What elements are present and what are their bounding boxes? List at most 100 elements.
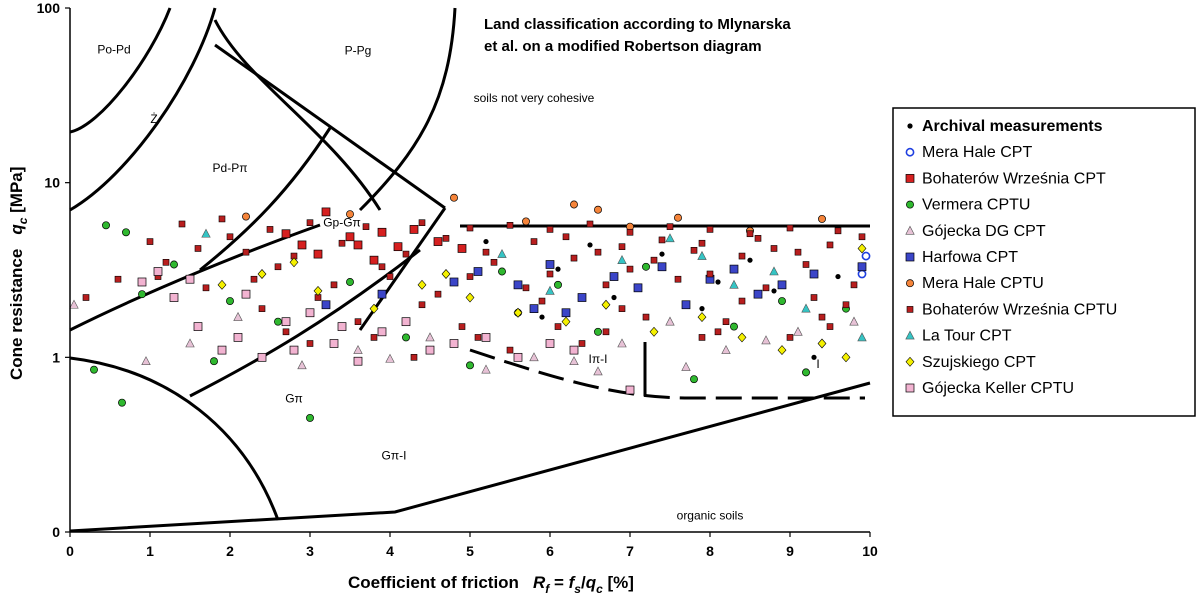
boundary-p-pg [213, 19, 382, 211]
boundary-upper-right [358, 7, 457, 212]
zone-label: Po-Pd [97, 42, 130, 56]
y-tick-label: 100 [37, 0, 61, 16]
data-point [313, 249, 323, 259]
data-point [545, 285, 555, 295]
legend-marker [906, 279, 914, 288]
data-point [402, 333, 410, 342]
data-point [449, 277, 459, 287]
data-point [681, 361, 691, 371]
data-point [450, 193, 458, 202]
data-point [777, 345, 787, 356]
data-point [529, 352, 539, 362]
data-point [346, 210, 354, 219]
boundary-pd-ppi [199, 127, 332, 272]
data-point [690, 375, 698, 384]
data-point [226, 297, 234, 306]
zone-label: Pd-Pπ [213, 161, 248, 175]
data-point [681, 300, 691, 310]
data-point [210, 357, 218, 366]
legend-label: Bohaterów Września CPT [922, 170, 1106, 187]
data-point [538, 297, 546, 305]
data-point [490, 259, 498, 266]
data-point [665, 316, 675, 326]
legend-label: La Tour CPT [922, 328, 1012, 345]
data-point [370, 334, 378, 341]
data-point [609, 272, 619, 281]
data-point [778, 297, 786, 306]
data-point [289, 345, 299, 355]
x-tick-label: 10 [862, 543, 878, 559]
data-point [465, 292, 475, 303]
legend-marker [905, 147, 915, 157]
data-point [297, 360, 307, 370]
data-point [850, 281, 858, 289]
legend-marker [905, 174, 915, 183]
data-point [666, 223, 674, 230]
data-point [617, 255, 627, 264]
data-point [393, 242, 403, 252]
data-point [434, 290, 442, 298]
data-point [162, 259, 170, 266]
data-point [306, 413, 314, 422]
data-point [498, 267, 506, 276]
legend-marker [905, 225, 915, 235]
data-point [817, 338, 827, 349]
data-point [818, 214, 826, 223]
series-bohater-w-wrze-nia-cpt [281, 207, 467, 265]
data-point [626, 265, 634, 273]
data-point [530, 238, 538, 245]
chart-title-line-1: Land classification according to Mlynars… [484, 16, 791, 33]
data-point [570, 254, 578, 262]
data-point [699, 306, 705, 312]
data-point [466, 361, 474, 370]
data-point [185, 274, 195, 284]
data-point [818, 313, 826, 321]
data-point [481, 333, 491, 342]
data-point [281, 229, 291, 239]
data-point [602, 281, 610, 289]
data-point [483, 238, 489, 245]
boundary-left-curve [69, 356, 280, 521]
data-point [330, 281, 338, 289]
data-point [771, 288, 777, 294]
series-g-jecka-dg-cpt [69, 299, 859, 376]
data-point [754, 235, 762, 242]
data-point [194, 245, 202, 252]
legend-marker [907, 123, 913, 129]
data-point [802, 368, 810, 377]
data-point [770, 245, 778, 252]
data-point [842, 301, 850, 309]
data-point [698, 239, 706, 247]
data-point [369, 255, 379, 265]
data-point [306, 340, 314, 347]
data-point [241, 289, 251, 299]
data-point [409, 225, 419, 234]
data-point [555, 266, 561, 272]
zone-label: P-Pg [345, 44, 372, 58]
series-mera-hale-cptu [242, 193, 826, 235]
data-point [594, 248, 602, 256]
data-point [809, 269, 819, 279]
data-point [281, 317, 291, 327]
zone-label: I [816, 357, 819, 371]
data-point [617, 338, 627, 348]
series-harfowa-cpt [321, 260, 867, 318]
data-point [69, 299, 79, 309]
y-axis-title: Cone resistance qc [MPa] [7, 167, 30, 380]
data-point [721, 344, 731, 354]
data-point [849, 316, 859, 326]
data-point [810, 294, 818, 301]
x-ticks: 0 1 2 3 4 5 6 7 8 9 10 [66, 532, 878, 559]
data-point [118, 398, 126, 407]
data-point [618, 243, 626, 250]
data-point [346, 278, 354, 286]
legend-marker [906, 306, 914, 313]
data-point [313, 285, 323, 296]
data-point [554, 323, 562, 330]
data-point [466, 273, 474, 280]
zone-label: organic soils [677, 508, 744, 522]
data-point [425, 345, 435, 355]
chart-title-line-2: et al. on a modified Robertson diagram [484, 38, 762, 55]
data-point [321, 300, 331, 310]
data-point [649, 326, 659, 337]
